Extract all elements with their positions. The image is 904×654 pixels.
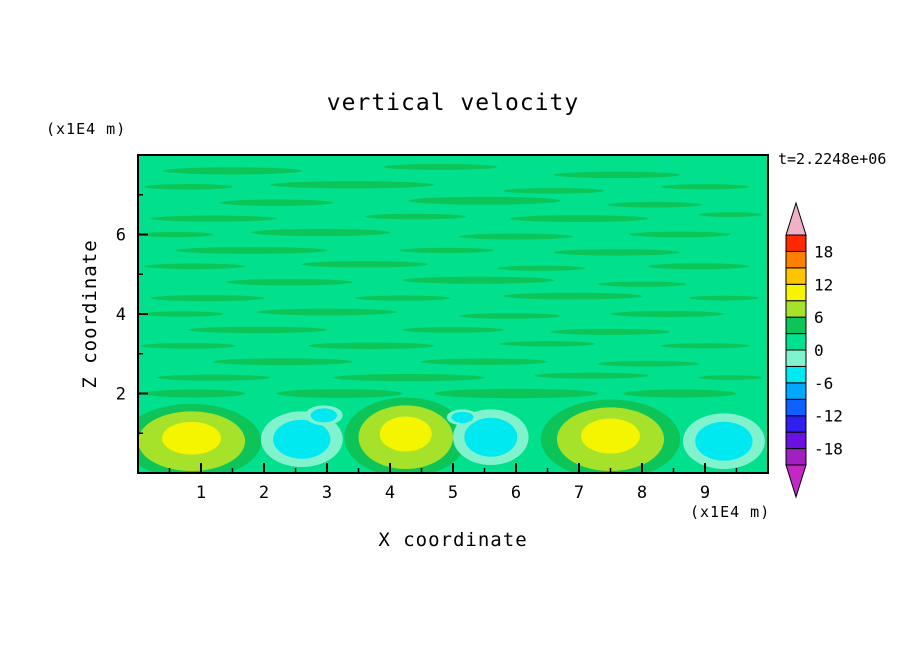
- x-tick-label: 6: [511, 483, 521, 503]
- x-tick-label: 2: [259, 483, 269, 503]
- y-ticks: 2 4 6: [116, 194, 148, 434]
- colorbar-tick-label: 12: [814, 275, 833, 294]
- y-tick-label: 2: [116, 385, 126, 405]
- colorbar-bottom-arrow: [785, 464, 807, 499]
- colorbar-tick-label: -12: [814, 407, 843, 426]
- x-tick-label: 1: [196, 483, 206, 503]
- time-annotation: t=2.2248e+06: [778, 150, 887, 168]
- x-axis-unit: (x1E4 m): [690, 503, 771, 521]
- colorbar-top-arrow: [785, 201, 807, 236]
- x-tick-label: 5: [448, 483, 458, 503]
- streak-field: [138, 163, 762, 399]
- colorbar-tick-label: 6: [814, 308, 824, 327]
- colorbar-tick-label: 0: [814, 341, 824, 360]
- colorbar-tick-label: -6: [814, 374, 833, 393]
- y-tick-label: 6: [116, 226, 126, 246]
- colorbar: [785, 201, 807, 499]
- x-tick-label: 4: [385, 483, 395, 503]
- x-axis-label: X coordinate: [378, 529, 528, 551]
- x-tick-label: 7: [574, 483, 584, 503]
- x-ticks: 1 2 3 4 5 6 7 8 9: [168, 463, 738, 503]
- colorbar-tick-label: -18: [814, 440, 843, 459]
- plot-title: vertical velocity: [326, 90, 580, 116]
- y-axis-unit: (x1E4 m): [46, 120, 127, 138]
- colorbar-labels: 18 12 6 0 -6 -12 -18: [814, 242, 843, 458]
- x-tick-label: 9: [700, 483, 710, 503]
- x-tick-label: 3: [322, 483, 332, 503]
- x-tick-label: 8: [637, 483, 647, 503]
- convective-blobs: [138, 397, 765, 473]
- y-tick-label: 4: [116, 305, 126, 325]
- colorbar-tick-label: 18: [814, 242, 833, 261]
